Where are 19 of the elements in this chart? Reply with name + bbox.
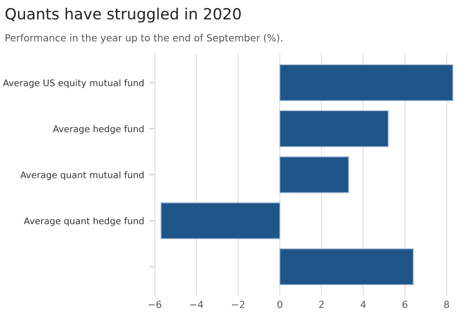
y-tick-label: Average quant hedge fund	[24, 217, 144, 226]
y-tick-label: Average US equity mutual fund	[2, 79, 144, 88]
bar	[160, 202, 280, 240]
x-tick-label: 2	[319, 300, 324, 308]
x-tick-label: −4	[190, 300, 204, 308]
chart-subtitle: Performance in the year up to the end of September (%).	[6, 34, 282, 44]
x-tick-label: 0	[277, 300, 282, 308]
x-tick-label: −6	[148, 300, 162, 308]
x-tick-label: −2	[232, 300, 244, 308]
x-tick-label: 4	[360, 300, 366, 308]
x-tick-label: 6	[402, 300, 408, 308]
y-tick-label: Average quant mutual fund	[20, 171, 144, 180]
x-tick-label: 8	[444, 300, 450, 308]
bar	[279, 64, 454, 102]
bar	[279, 248, 414, 286]
chart-title: Quants have struggled in 2020	[6, 8, 241, 23]
bar	[279, 156, 350, 194]
y-tick-label: Average hedge fund	[52, 125, 144, 134]
bar	[279, 110, 389, 148]
